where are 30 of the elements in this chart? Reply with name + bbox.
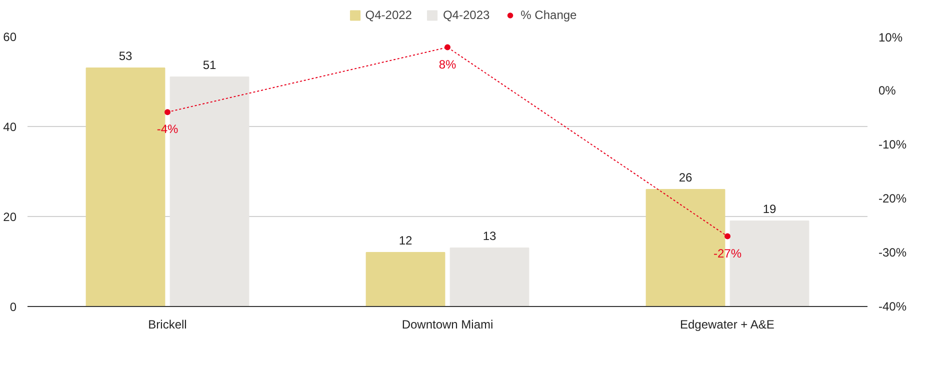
y-tick-label: 40 bbox=[3, 120, 17, 134]
data-label: -4% bbox=[156, 122, 178, 136]
point bbox=[444, 44, 450, 50]
data-label: 51 bbox=[202, 58, 216, 72]
y2-tick-label: 0% bbox=[878, 84, 896, 98]
y2-tick-label: -30% bbox=[878, 246, 907, 260]
y-tick-label: 0 bbox=[10, 300, 17, 314]
y2-tick-label: -40% bbox=[878, 300, 907, 314]
data-label: 8% bbox=[438, 57, 456, 72]
data-label: 26 bbox=[678, 170, 692, 184]
x-tick-label: Brickell bbox=[148, 318, 187, 332]
y2-tick-label: -10% bbox=[878, 138, 907, 152]
data-label: -27% bbox=[713, 246, 742, 260]
data-label: 53 bbox=[118, 49, 132, 63]
bar bbox=[366, 252, 446, 306]
point bbox=[724, 233, 730, 240]
x-tick-label: Downtown Miami bbox=[402, 318, 494, 332]
legend-label: % Change bbox=[520, 8, 577, 22]
data-label: 19 bbox=[762, 202, 776, 216]
data-label: 13 bbox=[482, 229, 496, 243]
y-tick-label: 60 bbox=[3, 30, 17, 44]
point bbox=[164, 109, 170, 116]
legend-label: Q4-2023 bbox=[442, 8, 490, 22]
x-tick-label: Edgewater + A&E bbox=[680, 318, 774, 332]
y-tick-label: 20 bbox=[3, 210, 17, 224]
y2-tick-label: 10% bbox=[878, 30, 903, 44]
data-label: 12 bbox=[398, 234, 412, 248]
y2-tick-label: -20% bbox=[878, 192, 907, 206]
bar bbox=[450, 248, 530, 306]
legend-label: Q4-2022 bbox=[365, 8, 412, 22]
